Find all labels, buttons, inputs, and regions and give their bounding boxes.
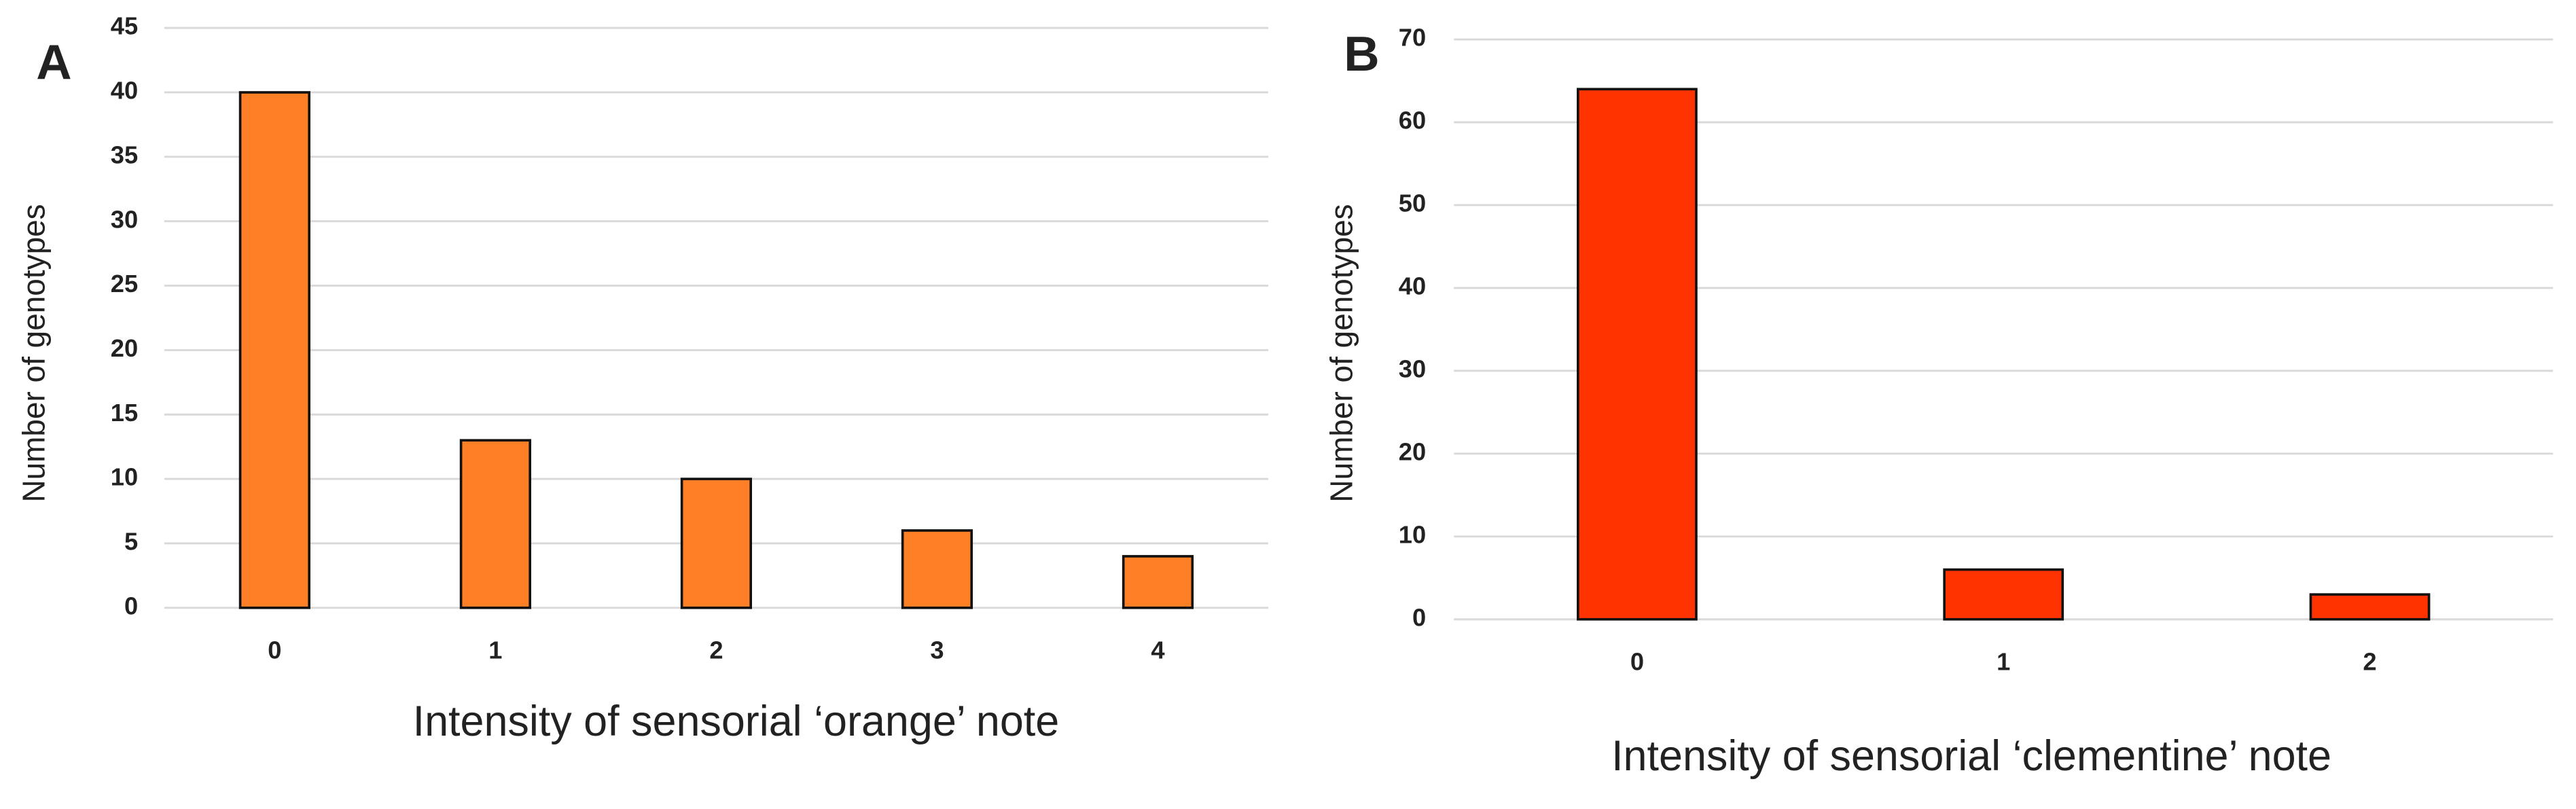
- bar: [1943, 568, 2064, 621]
- y-tick-label: 50: [1399, 190, 1426, 217]
- y-tick-label: 10: [111, 463, 138, 491]
- x-tick-label: 1: [488, 636, 502, 664]
- y-tick-label: 10: [1399, 520, 1426, 548]
- y-tick-label: 60: [1399, 107, 1426, 134]
- y-tick-label: 70: [1399, 24, 1426, 52]
- x-axis-label: Intensity of sensorial ‘clementine’ note: [1611, 732, 2331, 780]
- bar: [238, 91, 310, 609]
- y-tick-label: 0: [1412, 603, 1426, 631]
- y-axis-label: Number of genotypes: [16, 204, 51, 502]
- bar: [901, 529, 973, 609]
- x-tick-label: 1: [1997, 648, 2010, 676]
- bar: [1122, 555, 1194, 609]
- y-tick-label: 15: [111, 399, 138, 427]
- panel-label: A: [36, 35, 71, 90]
- x-tick-label: 0: [1630, 648, 1644, 676]
- y-axis-label: Number of genotypes: [1323, 204, 1359, 502]
- y-tick-label: 30: [1399, 355, 1426, 382]
- y-tick-label: 40: [1399, 272, 1426, 300]
- y-tick-label: 20: [111, 334, 138, 362]
- bar: [459, 439, 531, 609]
- bar: [1577, 88, 1698, 621]
- x-axis-label: Intensity of sensorial ‘orange’ note: [413, 698, 1060, 745]
- y-tick-label: 5: [124, 528, 138, 556]
- bar: [680, 478, 753, 609]
- x-tick-label: 4: [1151, 636, 1164, 664]
- y-tick-label: 0: [124, 592, 138, 619]
- x-tick-label: 0: [268, 636, 281, 664]
- y-tick-label: 45: [111, 12, 138, 40]
- x-tick-label: 3: [930, 636, 944, 664]
- panel-label: B: [1344, 26, 1379, 82]
- y-tick-label: 25: [111, 270, 138, 298]
- y-tick-label: 30: [111, 205, 138, 233]
- x-tick-label: 2: [709, 636, 723, 664]
- x-tick-label: 2: [2363, 648, 2376, 676]
- y-tick-label: 35: [111, 141, 138, 168]
- y-tick-label: 20: [1399, 437, 1426, 465]
- y-tick-label: 40: [111, 77, 138, 105]
- bar: [2309, 593, 2431, 621]
